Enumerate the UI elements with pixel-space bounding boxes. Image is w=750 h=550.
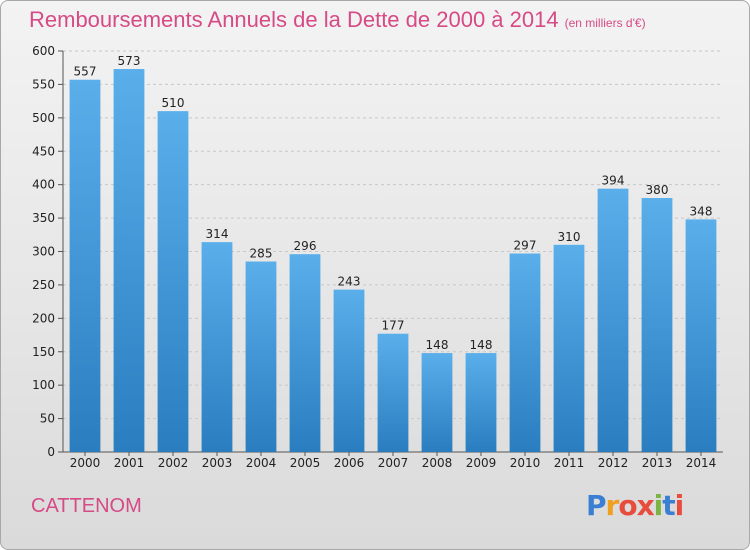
y-tick-label: 350 xyxy=(32,211,55,225)
y-tick-label: 500 xyxy=(32,111,55,125)
bar xyxy=(509,253,541,452)
logo-letter: t xyxy=(662,489,675,522)
chart-title-text: Remboursements Annuels de la Dette de 20… xyxy=(29,7,559,32)
y-tick-label: 400 xyxy=(32,178,55,192)
proxiti-logo: Proxiti xyxy=(586,489,685,522)
bar xyxy=(553,244,585,452)
data-label: 285 xyxy=(250,247,273,261)
bar xyxy=(113,69,145,453)
x-tick-label: 2000 xyxy=(70,456,101,470)
logo-letter: i xyxy=(674,489,685,522)
x-tick-label: 2001 xyxy=(114,456,145,470)
data-label: 348 xyxy=(690,204,713,218)
y-tick-label: 100 xyxy=(32,378,55,392)
bar xyxy=(465,353,497,452)
data-label: 296 xyxy=(294,239,317,253)
x-tick-label: 2011 xyxy=(554,456,585,470)
data-label: 380 xyxy=(646,183,669,197)
y-tick-label: 200 xyxy=(32,311,55,325)
data-label: 148 xyxy=(470,338,493,352)
logo-letter: o xyxy=(618,489,637,522)
y-tick-label: 150 xyxy=(32,345,55,359)
chart-title: Remboursements Annuels de la Dette de 20… xyxy=(29,7,646,33)
data-label: 510 xyxy=(162,96,185,110)
chart-subtitle: (en milliers d'€) xyxy=(564,16,646,30)
x-tick-label: 2005 xyxy=(290,456,321,470)
x-tick-label: 2004 xyxy=(246,456,277,470)
data-label: 243 xyxy=(338,275,361,289)
bar xyxy=(333,289,365,452)
data-label: 314 xyxy=(206,227,229,241)
data-labels: 557 573 510 314 285 296 243 177 148 148 297 310 394 3… xyxy=(74,54,713,352)
y-tick-label: 50 xyxy=(40,412,55,426)
data-label: 148 xyxy=(426,338,449,352)
y-tick-label: 0 xyxy=(47,445,55,459)
data-label: 177 xyxy=(382,319,405,333)
x-tick-labels: 2000 2001 2002 2003 2004 2005 2006 2007 2008 2009… xyxy=(70,456,717,470)
x-tick-label: 2010 xyxy=(510,456,541,470)
logo-letter: P xyxy=(586,489,607,522)
bar xyxy=(685,219,717,452)
bar xyxy=(641,198,673,452)
y-tick-label: 300 xyxy=(32,245,55,259)
data-label: 557 xyxy=(74,65,97,79)
logo-letter: x xyxy=(636,489,655,522)
y-tick-label: 250 xyxy=(32,278,55,292)
x-tick-label: 2009 xyxy=(466,456,497,470)
x-tick-label: 2007 xyxy=(378,456,409,470)
x-tick-label: 2002 xyxy=(158,456,189,470)
bar xyxy=(157,111,189,453)
bar xyxy=(201,242,233,452)
x-tick-label: 2013 xyxy=(642,456,673,470)
bar xyxy=(245,261,277,452)
y-tick-label: 450 xyxy=(32,144,55,158)
bar xyxy=(69,79,101,452)
x-tick-label: 2008 xyxy=(422,456,453,470)
x-tick-label: 2012 xyxy=(598,456,629,470)
x-tick-label: 2014 xyxy=(686,456,717,470)
logo-letter: i xyxy=(653,489,664,522)
x-tick-label: 2003 xyxy=(202,456,233,470)
bars xyxy=(69,69,717,453)
bar xyxy=(377,333,409,452)
city-name: CATTENOM xyxy=(31,495,142,517)
bar xyxy=(289,254,321,452)
bar xyxy=(421,353,453,452)
data-label: 394 xyxy=(602,174,625,188)
data-label: 297 xyxy=(514,239,537,253)
y-tick-label: 600 xyxy=(32,44,55,58)
data-label: 310 xyxy=(558,230,581,244)
y-tick-labels: 0 50 100 150 200 250 300 350 400 450 500 550 600 xyxy=(32,44,55,459)
bar xyxy=(597,188,629,452)
logo-letter: r xyxy=(605,489,620,522)
x-tick-label: 2006 xyxy=(334,456,365,470)
data-label: 573 xyxy=(118,54,141,68)
y-tick-label: 550 xyxy=(32,77,55,91)
